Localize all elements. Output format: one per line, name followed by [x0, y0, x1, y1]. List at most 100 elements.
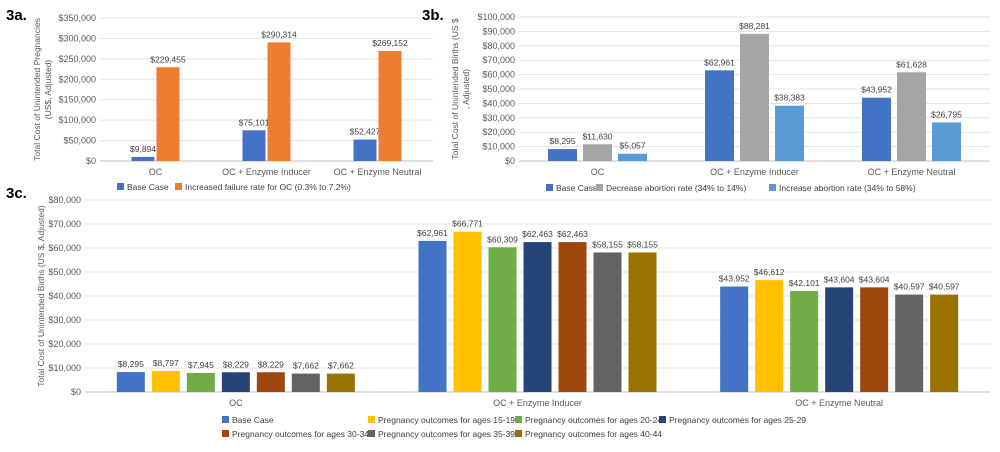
y-tick-label: $50,000 [48, 267, 81, 277]
y-tick-label: $40,000 [48, 291, 81, 301]
legend-entry: Increase abortion rate (34% to 58%) [779, 183, 916, 193]
legend-entry: Pregnancy outcomes for ages 30-34 [232, 429, 369, 439]
y-tick-label: $0 [505, 156, 515, 166]
data-label: $269,152 [372, 38, 408, 48]
data-label: $66,771 [452, 219, 483, 229]
data-label: $62,463 [557, 229, 588, 239]
y-tick-label: $0 [71, 387, 81, 397]
bar-pregnancy-outcomes-for-ages-35-39-oc-enzyme-inducer [593, 252, 622, 392]
y-axis-label: Total Cost of Unintended Pregnancies(US$… [32, 18, 53, 161]
bar-decrease-abortion-rate-34-to-14-oc-enzyme-neutral [897, 72, 926, 161]
y-tick-label: $50,000 [482, 84, 515, 94]
y-tick-label: $50,000 [63, 136, 96, 146]
panel-label: 3a. [6, 7, 27, 24]
data-label: $8,797 [153, 358, 179, 368]
y-axis-label: Total Cost of Unintended Births (US $, A… [450, 18, 471, 160]
bar-base-case-oc-enzyme-neutral [720, 286, 749, 392]
bar-pregnancy-outcomes-for-ages-25-29-oc-enzyme-neutral [825, 287, 854, 392]
data-label: $75,101 [239, 117, 270, 127]
data-label: $7,662 [293, 361, 319, 371]
data-label: $38,383 [774, 93, 805, 103]
chart-3c: 3c. $0 $10,000 $20,000 $30,000 $40,000 $50,000… [6, 185, 990, 439]
legend-entry: Pregnancy outcomes for ages 40-44 [525, 429, 662, 439]
x-category-label: OC [591, 167, 605, 177]
legend-swatch [596, 184, 603, 191]
bar-pregnancy-outcomes-for-ages-20-24-oc-enzyme-neutral [790, 290, 819, 392]
data-label: $60,309 [487, 234, 518, 244]
y-tick-label: $20,000 [48, 339, 81, 349]
bar-base-case-oc-enzyme-inducer [418, 240, 447, 392]
data-label: $46,612 [754, 267, 785, 277]
y-axis-label-line: Total Cost of Unintended Pregnancies [32, 18, 42, 161]
chart-3a: 3a. $0 $50,000 $100,000 $150,000 $200,000 $250… [6, 7, 433, 192]
data-label: $62,463 [522, 229, 553, 239]
bar-base-case-oc [548, 149, 577, 161]
y-tick-label: $40,000 [482, 98, 515, 108]
bar-increased-failure-rate-for-oc-0-3-to-7-2-oc-enzyme-neutral [378, 51, 402, 162]
bar-pregnancy-outcomes-for-ages-15-19-oc [151, 370, 180, 392]
data-label: $42,101 [789, 278, 820, 288]
x-category-label: OC + Enzyme Inducer [222, 167, 311, 177]
y-tick-label: $80,000 [482, 41, 515, 51]
y-axis-label-line: (US$, Adjusted) [43, 60, 53, 120]
y-axis-label-line: Total Cost of Unintended Births (US $ [450, 18, 460, 160]
y-tick-label: $10,000 [482, 142, 515, 152]
data-label: $5,057 [620, 141, 646, 151]
y-tick-label: $60,000 [482, 70, 515, 80]
bar-pregnancy-outcomes-for-ages-40-44-oc-enzyme-neutral [930, 294, 959, 392]
y-tick-label: $100,000 [58, 115, 96, 125]
y-tick-label: $80,000 [48, 195, 81, 205]
bar-pregnancy-outcomes-for-ages-40-44-oc [326, 373, 355, 392]
bar-pregnancy-outcomes-for-ages-30-34-oc [256, 372, 285, 392]
legend-entry: Increased failure rate for OC (0.3% to 7… [185, 182, 351, 192]
y-tick-label: $90,000 [482, 26, 515, 36]
x-category-label: OC + Enzyme Neutral [334, 167, 422, 177]
y-tick-label: $200,000 [58, 74, 96, 84]
legend-entry: Pregnancy outcomes for ages 15-19 [378, 415, 515, 425]
legend-swatch [222, 416, 229, 423]
legend-swatch [515, 416, 522, 423]
data-label: $58,155 [627, 239, 658, 249]
data-label: $229,455 [150, 54, 186, 64]
data-label: $88,281 [739, 21, 770, 31]
y-tick-label: $150,000 [58, 95, 96, 105]
y-tick-label: $60,000 [48, 243, 81, 253]
legend-entry: Base Case [556, 183, 598, 193]
legend-entry: Pregnancy outcomes for ages 25-29 [669, 415, 806, 425]
bar-base-case-oc-enzyme-neutral [353, 139, 377, 161]
bar-increased-failure-rate-for-oc-0-3-to-7-2-oc [156, 67, 180, 161]
legend-entry: Base Case [232, 415, 274, 425]
bar-pregnancy-outcomes-for-ages-20-24-oc-enzyme-inducer [488, 247, 517, 392]
data-label: $290,314 [261, 29, 297, 39]
data-label: $62,961 [704, 57, 735, 67]
data-label: $43,604 [824, 274, 855, 284]
y-tick-label: $70,000 [48, 219, 81, 229]
data-label: $62,961 [417, 228, 448, 238]
bar-pregnancy-outcomes-for-ages-30-34-oc-enzyme-inducer [558, 242, 587, 392]
data-label: $8,295 [550, 136, 576, 146]
chart-3b: 3b. $0 $10,000 $20,000 $30,000 $40,000 $50,000… [422, 7, 990, 193]
bar-pregnancy-outcomes-for-ages-35-39-oc-enzyme-neutral [895, 294, 924, 392]
panel-label: 3b. [422, 7, 444, 24]
data-label: $43,952 [719, 274, 750, 284]
panel-label: 3c. [6, 185, 27, 202]
legend-entry: Decrease abortion rate (34% to 14%) [606, 183, 746, 193]
data-label: $61,628 [896, 59, 927, 69]
legend-swatch [117, 183, 124, 190]
bar-pregnancy-outcomes-for-ages-40-44-oc-enzyme-inducer [628, 252, 657, 392]
x-category-label: OC + Enzyme Inducer [710, 167, 799, 177]
data-label: $40,597 [929, 282, 960, 292]
bar-decrease-abortion-rate-34-to-14-oc-enzyme-inducer [740, 33, 769, 161]
y-tick-label: $70,000 [482, 55, 515, 65]
bar-pregnancy-outcomes-for-ages-25-29-oc [221, 372, 250, 392]
bar-pregnancy-outcomes-for-ages-15-19-oc-enzyme-neutral [755, 280, 784, 392]
bar-base-case-oc [116, 372, 145, 392]
bar-base-case-oc [131, 156, 155, 161]
x-category-label: OC [229, 398, 243, 408]
data-label: $52,427 [350, 127, 381, 137]
data-label: $11,630 [582, 131, 612, 141]
data-label: $43,952 [861, 85, 892, 95]
bar-decrease-abortion-rate-34-to-14-oc [583, 144, 612, 161]
bar-base-case-oc-enzyme-neutral [862, 97, 891, 161]
